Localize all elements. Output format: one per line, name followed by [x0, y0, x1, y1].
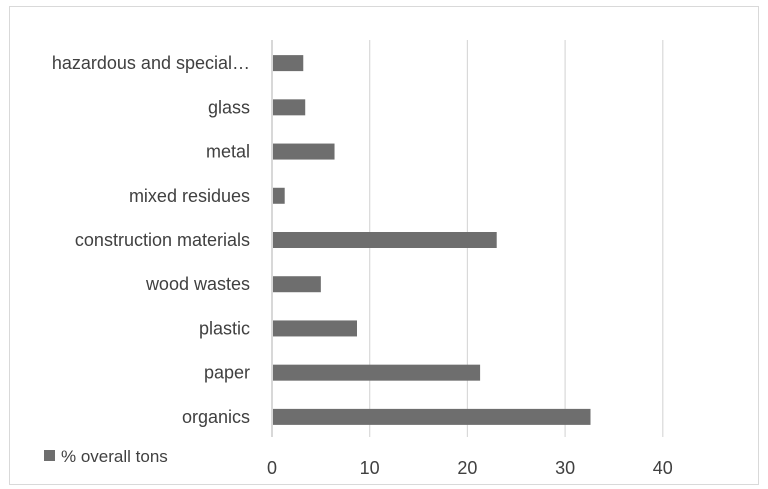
category-label: organics	[182, 407, 250, 427]
x-tick-labels: 0 10 20 30 40	[267, 458, 673, 478]
x-tick-label: 20	[457, 458, 477, 478]
category-label: metal	[206, 142, 250, 162]
x-tick-label: 40	[653, 458, 673, 478]
legend: % overall tons	[44, 447, 168, 466]
bar-plastic	[273, 320, 357, 337]
bar-paper	[273, 364, 481, 381]
bar-construction-materials	[273, 232, 497, 248]
bar-glass	[273, 99, 306, 116]
category-label: wood wastes	[145, 274, 250, 294]
category-label: hazardous and special…	[52, 53, 250, 73]
bar-hazardous-and-special	[273, 55, 304, 72]
bar-mixed-residues	[273, 187, 285, 204]
bar-metal	[273, 143, 335, 160]
x-tick-label: 10	[360, 458, 380, 478]
category-label: glass	[208, 97, 250, 117]
legend-swatch	[44, 450, 55, 461]
x-tick-label: 0	[267, 458, 277, 478]
x-tick-label: 30	[555, 458, 575, 478]
legend-label: % overall tons	[61, 447, 168, 466]
category-label: paper	[204, 363, 250, 383]
category-labels: organics paper plastic wood wastes construct…	[52, 53, 250, 427]
category-label: construction materials	[75, 230, 250, 250]
bar-wood-wastes	[273, 276, 321, 293]
category-label: plastic	[199, 318, 250, 338]
bar-organics	[273, 408, 591, 425]
bars	[273, 55, 591, 425]
category-label: mixed residues	[129, 186, 250, 206]
